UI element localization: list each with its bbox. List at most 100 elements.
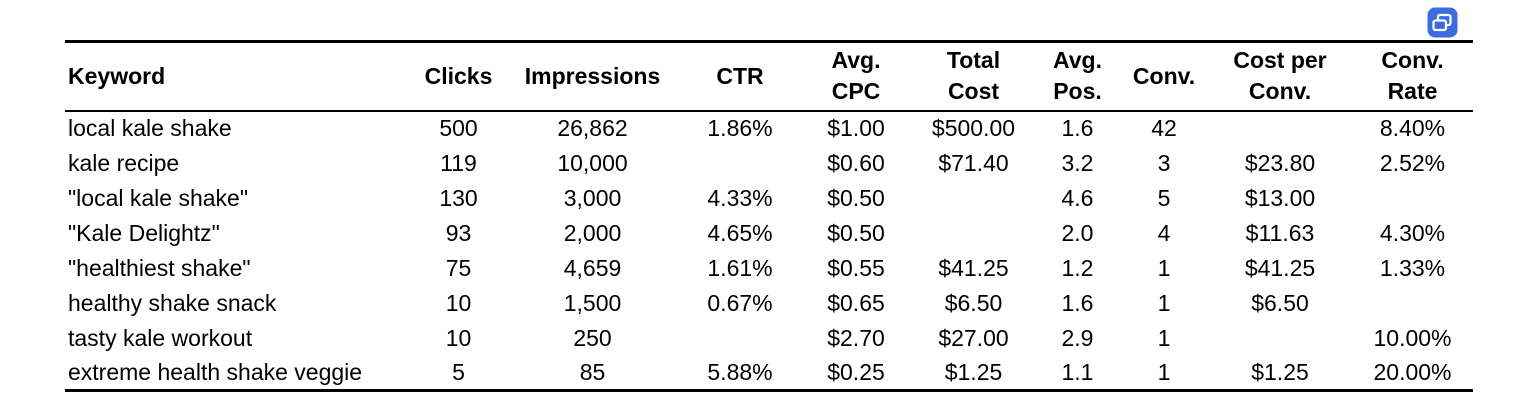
metric-cell: 1 — [1157, 324, 1171, 351]
metric-cell: 10 — [445, 324, 472, 351]
col-header-ctr: CTR — [716, 62, 764, 89]
metric-cell: $0.50 — [827, 184, 885, 211]
table-row: "local kale shake" 130 3,000 4.33% $0.50 4.6 5… — [65, 181, 1473, 216]
metric-cell: 2,000 — [563, 219, 622, 246]
table-row: local kale shake 500 26,862 1.86% $1.00 $500.… — [65, 111, 1473, 146]
metric-cell: $23.80 — [1244, 149, 1316, 176]
table-row: kale recipe 119 10,000 $0.60 $71.40 3.2 3 $23.8… — [65, 146, 1473, 181]
metric-cell: 42 — [1151, 115, 1177, 141]
metric-cell: 93 — [445, 219, 472, 246]
metric-cell: 2.52% — [1379, 149, 1446, 176]
metric-cell: 1 — [1157, 289, 1171, 316]
metric-cell: 1.2 — [1061, 254, 1094, 281]
keyword-cell: "healthiest shake" — [68, 254, 251, 281]
metric-cell: 26,862 — [557, 115, 628, 141]
table-row: extreme health shake veggie 5 85 5.88% $0.25… — [65, 356, 1473, 391]
metric-cell: $0.60 — [827, 149, 885, 176]
metric-cell: $0.65 — [827, 289, 885, 316]
metric-cell: $0.55 — [827, 254, 885, 281]
metric-cell: $500.00 — [931, 115, 1016, 141]
col-header-conv-rate: Conv. Rate — [1381, 47, 1444, 105]
metric-cell: 500 — [439, 115, 478, 141]
metric-cell: $0.25 — [827, 358, 885, 385]
table-row: "Kale Delightz" 93 2,000 4.65% $0.50 2.0 4 $11.… — [65, 216, 1473, 251]
metric-cell: 3,000 — [563, 184, 622, 211]
keyword-cell: local kale shake — [68, 115, 232, 141]
table-row: "healthiest shake" 75 4,659 1.61% $0.55 $41.2… — [65, 251, 1473, 286]
metric-cell — [912, 181, 1035, 216]
keyword-cell: extreme health shake veggie — [68, 358, 363, 385]
col-header-total-cost: Total Cost — [946, 47, 1001, 105]
metric-cell: 85 — [579, 358, 606, 385]
table-row: tasty kale workout 10 250 $2.70 $27.00 2.9 1 10… — [65, 321, 1473, 356]
metric-cell: 8.40% — [1379, 115, 1446, 141]
keyword-metrics-table: Keyword Clicks Impressions CTR Avg. CPC … — [65, 40, 1473, 392]
metric-cell: 75 — [445, 254, 472, 281]
keyword-cell: healthy shake snack — [68, 289, 277, 316]
metric-cell: 10 — [445, 289, 472, 316]
metric-cell: 2.9 — [1061, 324, 1094, 351]
metric-cell: 10,000 — [557, 149, 628, 176]
metric-cell: $1.25 — [1251, 358, 1309, 385]
metric-cell: 1.61% — [707, 254, 773, 281]
keyword-cell: kale recipe — [68, 149, 180, 176]
metric-cell: $27.00 — [938, 324, 1009, 351]
col-header-keyword: Keyword — [68, 62, 166, 89]
metric-cell: 4.33% — [707, 184, 773, 211]
metric-cell — [912, 216, 1035, 251]
metric-cell: 1.33% — [1379, 254, 1446, 281]
metric-cell: 1.86% — [707, 115, 773, 141]
metric-cell: 130 — [439, 184, 478, 211]
metric-cell: 4.6 — [1061, 184, 1094, 211]
keyword-cell: "local kale shake" — [68, 184, 248, 211]
metric-cell: 3 — [1157, 149, 1171, 176]
metric-cell — [1352, 286, 1473, 321]
metric-cell: 4,659 — [563, 254, 622, 281]
metric-cell: $1.25 — [944, 358, 1003, 385]
metric-cell: 5.88% — [707, 358, 773, 385]
metric-cell — [680, 321, 800, 356]
metric-cell: $41.25 — [938, 254, 1009, 281]
metric-cell: 250 — [573, 324, 612, 351]
metric-cell: 10.00% — [1373, 324, 1452, 351]
metric-cell: 4 — [1157, 219, 1171, 246]
col-header-avg-pos: Avg. Pos. — [1053, 47, 1102, 105]
metric-cell: $41.25 — [1244, 254, 1316, 281]
col-header-cost-per-conv: Cost per Conv. — [1233, 47, 1327, 105]
metric-cell: $6.50 — [944, 289, 1003, 316]
metric-cell: 4.30% — [1379, 219, 1446, 246]
metric-cell: 1,500 — [563, 289, 622, 316]
metric-cell: 4.65% — [707, 219, 773, 246]
col-header-avg-cpc: Avg. CPC — [831, 47, 881, 105]
metric-cell: 0.67% — [707, 289, 773, 316]
metric-cell — [1352, 181, 1473, 216]
metric-cell: 1.6 — [1061, 115, 1094, 141]
metric-cell: $6.50 — [1251, 289, 1309, 316]
metric-cell: $2.70 — [827, 324, 885, 351]
keyword-cell: tasty kale workout — [68, 324, 253, 351]
col-header-impressions: Impressions — [524, 62, 661, 89]
metric-cell: 119 — [440, 149, 477, 176]
metric-cell: 2.0 — [1061, 219, 1094, 246]
metric-cell: 1 — [1157, 254, 1171, 281]
table-header-row: Keyword Clicks Impressions CTR Avg. CPC … — [65, 42, 1473, 111]
col-header-clicks: Clicks — [424, 62, 493, 89]
metric-cell: $13.00 — [1244, 184, 1316, 211]
metric-cell: 5 — [452, 358, 465, 385]
metric-cell: 1 — [1157, 358, 1171, 385]
metric-cell: 5 — [1157, 184, 1171, 211]
metric-cell: 3.2 — [1061, 149, 1094, 176]
table-row: healthy shake snack 10 1,500 0.67% $0.65 $6.5… — [65, 286, 1473, 321]
linked-table-icon — [1427, 7, 1458, 41]
metric-cell: 1.1 — [1061, 358, 1094, 385]
metric-cell: 20.00% — [1373, 358, 1452, 385]
metric-cell: 1.6 — [1061, 289, 1094, 316]
metric-cell: $11.63 — [1245, 219, 1315, 246]
col-header-conv: Conv. — [1132, 62, 1196, 89]
linked-table-options-button[interactable] — [1427, 7, 1458, 38]
metric-cell: $1.00 — [827, 115, 885, 141]
metric-cell: $71.40 — [938, 149, 1009, 176]
metric-cell — [1208, 321, 1352, 356]
keyword-cell: "Kale Delightz" — [68, 219, 220, 246]
table-body: local kale shake 500 26,862 1.86% $1.00 $500.… — [65, 111, 1473, 391]
